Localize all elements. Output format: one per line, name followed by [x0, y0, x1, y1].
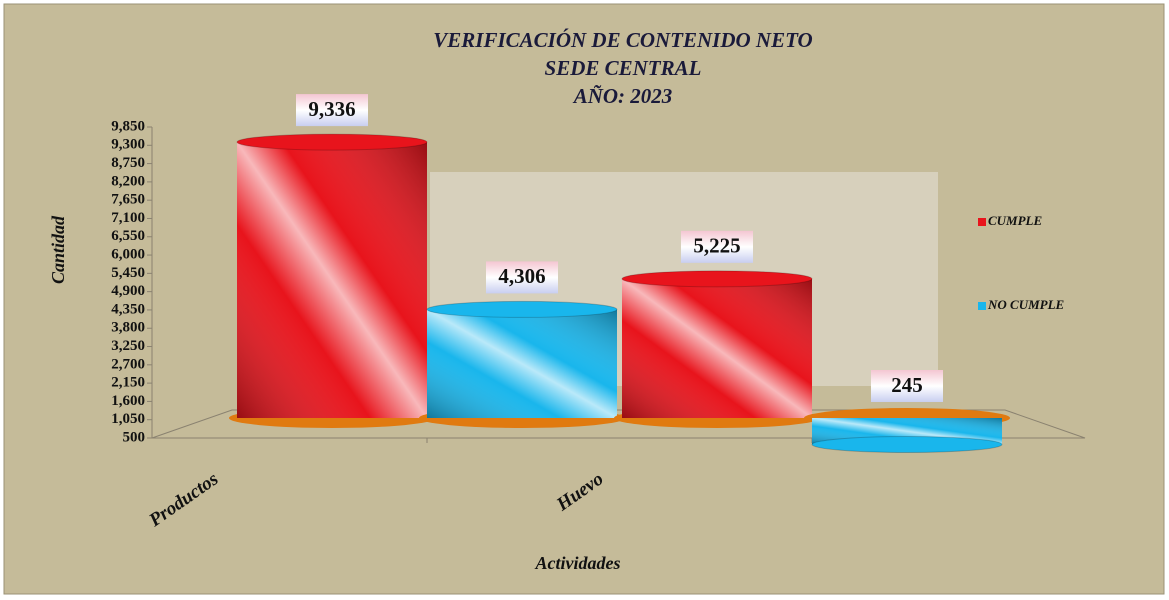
value-label: 245	[891, 373, 923, 397]
value-label: 4,306	[498, 264, 545, 288]
y-tick-label: 1,600	[111, 393, 145, 409]
value-label: 5,225	[693, 234, 740, 258]
bar-sheen	[427, 309, 617, 418]
bar-sheen	[237, 142, 427, 418]
legend-label: CUMPLE	[988, 213, 1043, 228]
chart-title: VERIFICACIÓN DE CONTENIDO NETO	[433, 28, 812, 52]
y-tick-label: 1,050	[111, 411, 145, 427]
value-label: 9,336	[308, 97, 355, 121]
chart-subtitle: AÑO: 2023	[572, 84, 673, 108]
y-tick-label: 5,450	[111, 265, 145, 281]
bar-top	[812, 436, 1002, 452]
bar-top	[427, 301, 617, 317]
y-tick-label: 4,900	[111, 283, 145, 299]
legend-label: NO CUMPLE	[987, 297, 1065, 312]
y-tick-label: 8,200	[111, 173, 145, 189]
chart: VERIFICACIÓN DE CONTENIDO NETO SEDE CENT…	[0, 0, 1169, 600]
y-tick-label: 3,250	[111, 338, 145, 354]
y-axis-title: Cantidad	[48, 215, 68, 284]
y-tick-label: 3,800	[111, 320, 145, 336]
y-tick-label: 6,000	[111, 246, 145, 262]
x-axis-title: Actividades	[535, 553, 621, 573]
y-tick-label: 7,100	[111, 210, 145, 226]
y-tick-label: 2,150	[111, 375, 145, 391]
y-tick-label: 4,350	[111, 301, 145, 317]
legend-swatch	[978, 218, 986, 226]
bar-sheen	[622, 279, 812, 418]
y-tick-label: 2,700	[111, 356, 145, 372]
bar-top	[622, 271, 812, 287]
y-tick-label: 8,750	[111, 155, 145, 171]
y-tick-label: 500	[123, 429, 146, 445]
legend-swatch	[978, 302, 986, 310]
chart-subtitle: SEDE CENTRAL	[545, 56, 702, 80]
y-tick-label: 9,850	[111, 118, 145, 134]
y-tick-label: 6,550	[111, 228, 145, 244]
y-tick-label: 7,650	[111, 192, 145, 208]
bar-top	[237, 134, 427, 150]
y-tick-label: 9,300	[111, 137, 145, 153]
